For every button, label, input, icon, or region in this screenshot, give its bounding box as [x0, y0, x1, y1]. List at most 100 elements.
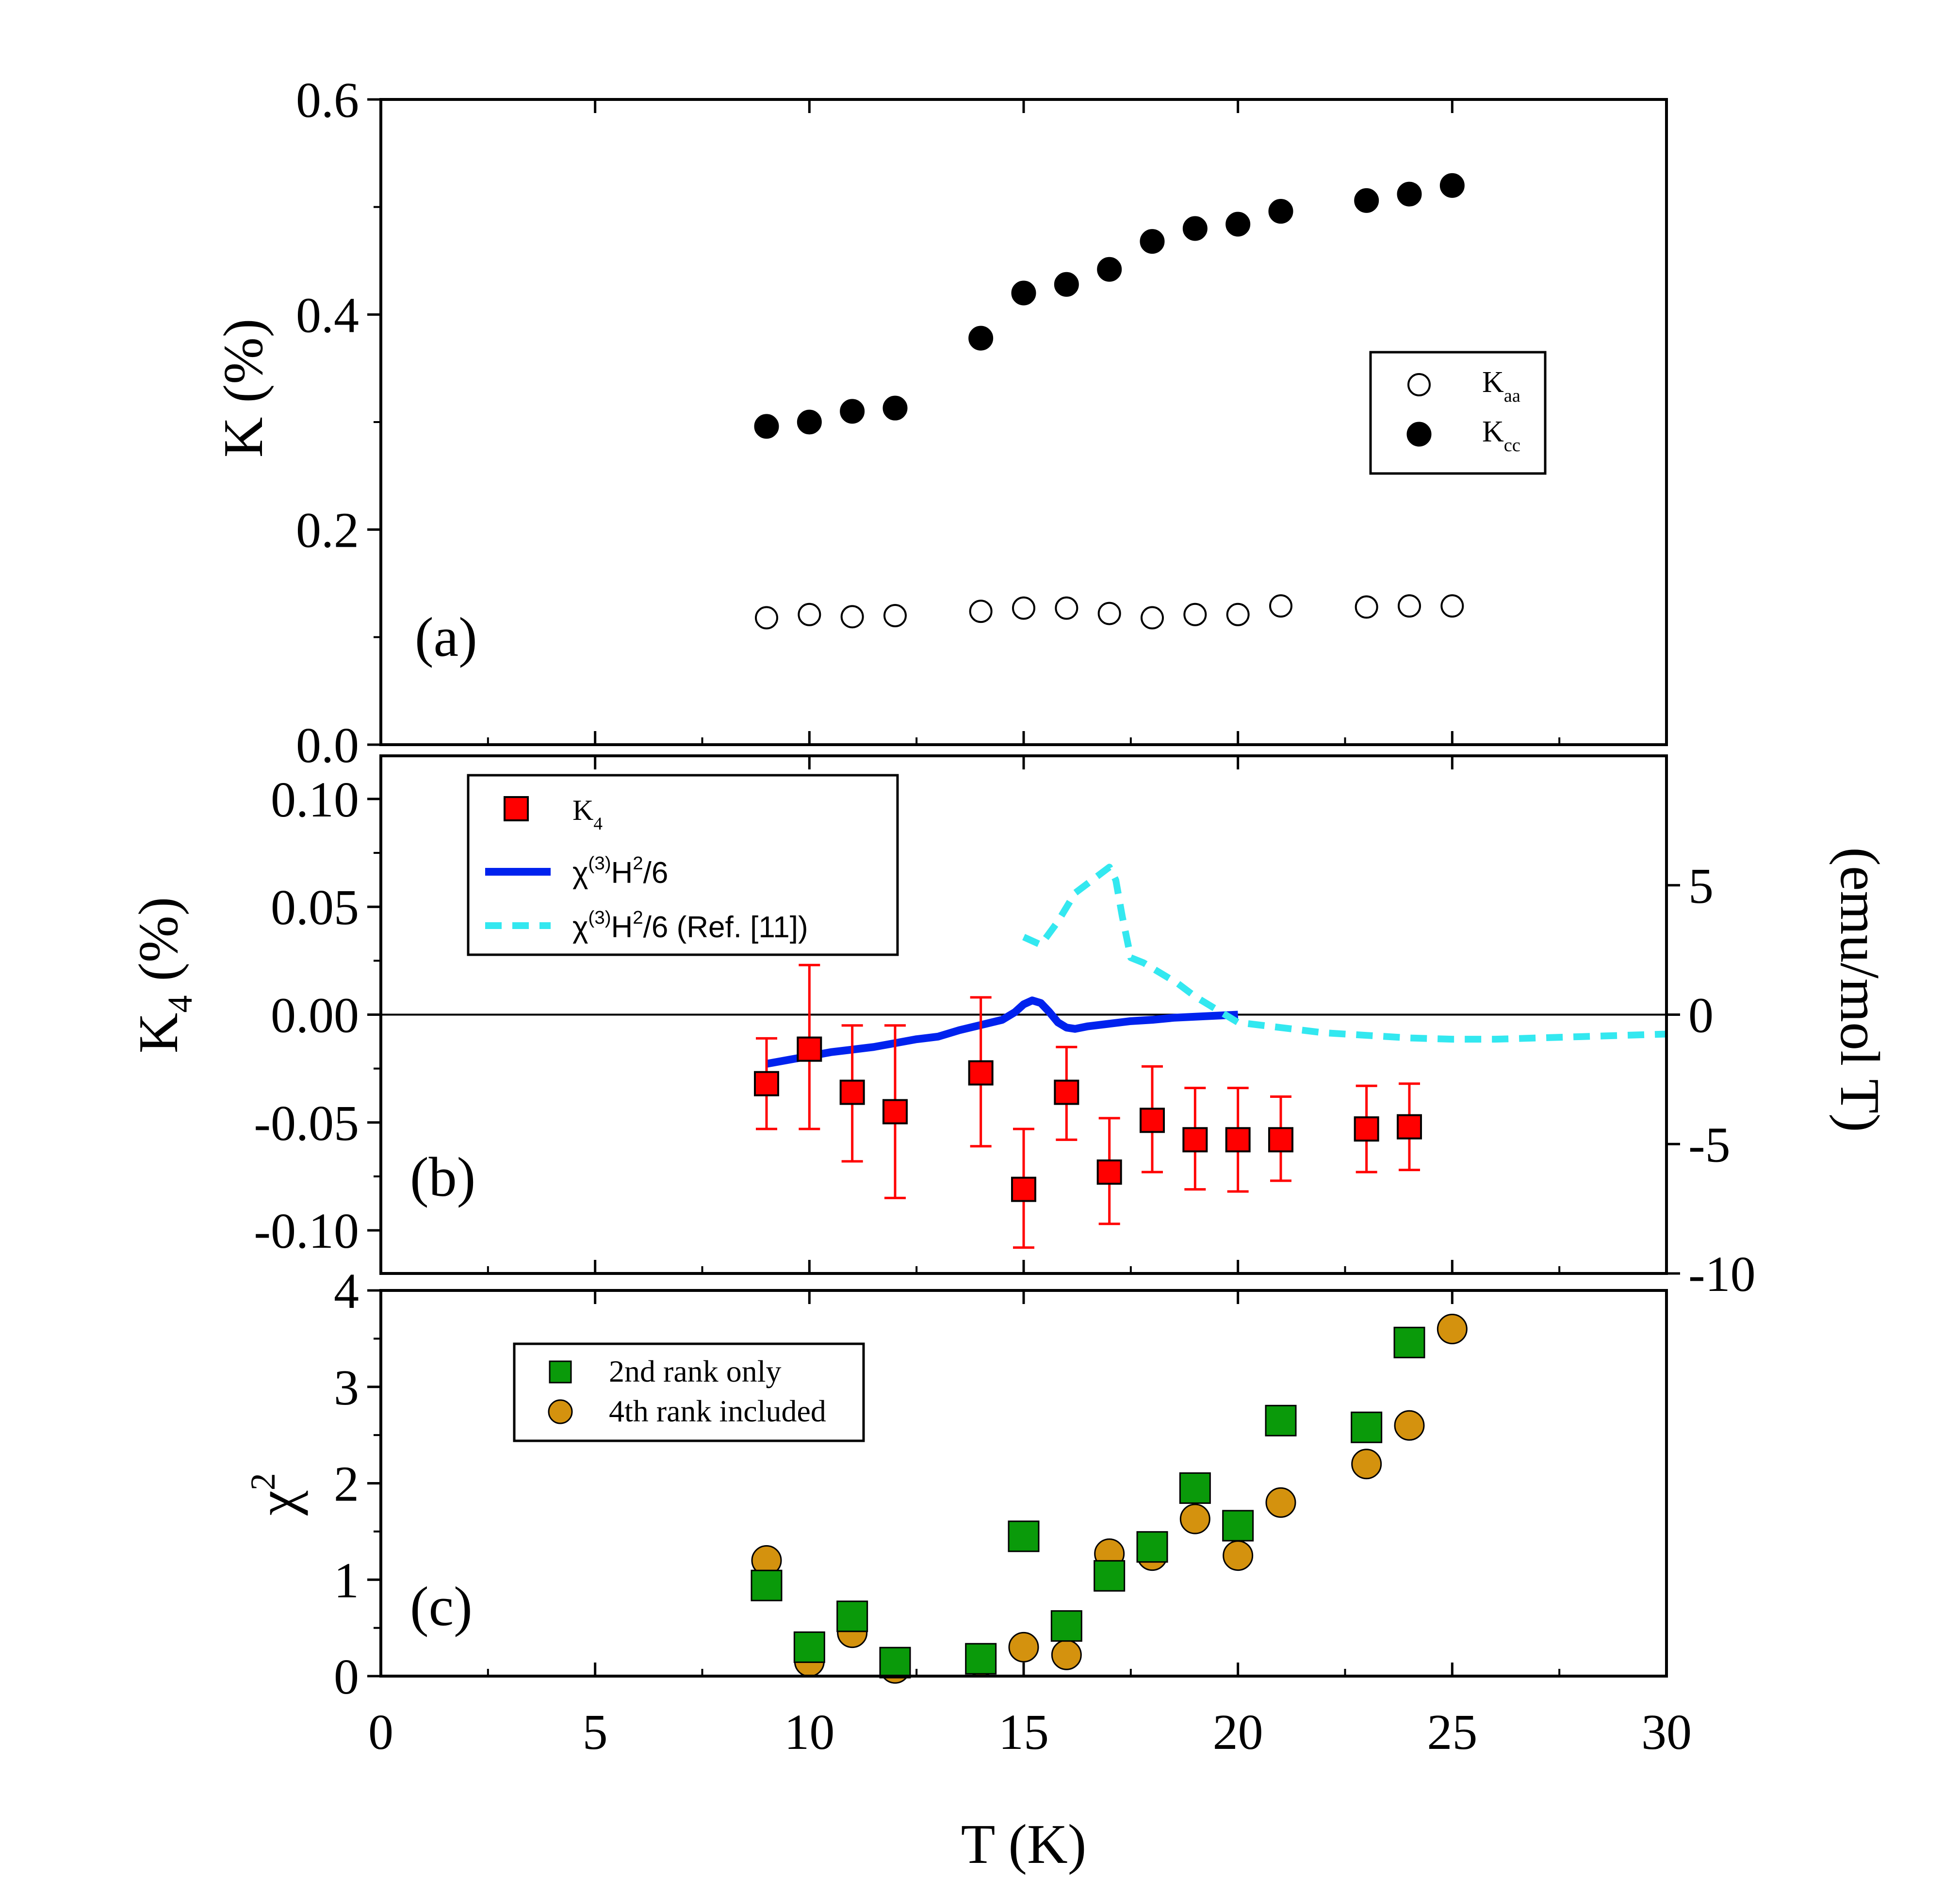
x-tick-label: 10 [784, 1704, 834, 1760]
k4-point [1268, 1127, 1293, 1153]
kaa-point [1398, 594, 1421, 618]
y-axis-title-c-main: χ [246, 1490, 309, 1516]
rank2-point [1008, 1520, 1040, 1552]
k4-point [1011, 1176, 1036, 1202]
legend-a: Kaa Kcc [1369, 351, 1547, 475]
y-tick-label: 2 [334, 1456, 359, 1512]
legend-b-chi3ref-b: H [611, 911, 633, 944]
y-axis-title-b: K4 (%) [128, 897, 199, 1054]
k4-point [1225, 1127, 1251, 1153]
rank2-point [1050, 1610, 1082, 1642]
y2-tick-label: 5 [1688, 858, 1714, 914]
y-tick-label: 0.4 [296, 287, 359, 343]
y-tick-label: 4 [334, 1263, 359, 1319]
y-tick-label: 3 [334, 1360, 359, 1416]
legend-b-chi3ref-sup2: 2 [633, 907, 643, 928]
x-axis-title: T (K) [961, 1813, 1087, 1876]
legend-b-chi3ref-sup1: (3) [588, 907, 611, 928]
kcc-point [754, 414, 779, 439]
legend-c-label-2nd-rank: 2nd rank only [609, 1354, 782, 1388]
x-tick-label: 30 [1641, 1704, 1692, 1760]
y-axis-title-b-main: K [128, 1013, 190, 1054]
kcc-point [1097, 257, 1122, 282]
kaa-point [1355, 595, 1378, 619]
kaa-point [1141, 606, 1164, 630]
k4-point [1140, 1108, 1165, 1133]
y-tick-label: 0.6 [296, 72, 359, 128]
rank2-point [793, 1631, 825, 1663]
legend-b-label-chi3: χ(3)H2/6 [572, 853, 668, 890]
plot-frame-c [379, 1289, 1668, 1678]
k4-point [1397, 1114, 1422, 1140]
series-chi3-line [766, 996, 1239, 1068]
y-tick-label: 0.05 [271, 880, 359, 935]
panel-a: 0.0 0.2 0.4 0.6 [296, 72, 1668, 773]
kcc-point [1439, 173, 1465, 198]
rank2-point [1393, 1326, 1425, 1358]
kcc-point [882, 395, 908, 421]
kaa-point [969, 600, 993, 623]
k4-point [1054, 1079, 1079, 1105]
kaa-point [840, 605, 864, 629]
legend-a-kaa-subscript: aa [1504, 386, 1520, 406]
kcc-point [1182, 216, 1208, 241]
plot-layer: 0.0 0.2 0.4 0.6 -0.10 -0.05 0.00 0.05 0.10 -10 -5 0… [254, 72, 1755, 1760]
kaa-point [1055, 596, 1078, 620]
rank4-point [1223, 1540, 1254, 1571]
panel-c: 0 5 10 15 20 25 30 0 1 2 3 4 [334, 1263, 1692, 1760]
legend-a-kaa-symbol: K [1482, 366, 1504, 399]
k4-point [754, 1071, 779, 1096]
legend-c-marker-4th-rank [548, 1399, 573, 1424]
rank2-point [1265, 1404, 1297, 1436]
x-tick-label: 20 [1213, 1704, 1263, 1760]
k4-point [1182, 1127, 1208, 1153]
annotation-layer: (a) (b) (c) K (%) K4 (%) (emu/mol T) χ2 … [128, 319, 1891, 1876]
y-tick-label: 1 [334, 1552, 359, 1608]
k4-point [797, 1036, 822, 1062]
legend-b-k4-subscript: 4 [593, 814, 603, 834]
kaa-point [1097, 602, 1121, 625]
y-tick-label: -0.05 [254, 1095, 359, 1151]
kaa-point [1012, 596, 1035, 620]
kcc-point [1011, 280, 1036, 306]
rank4-point [1008, 1631, 1039, 1663]
rank4-point [1051, 1639, 1082, 1670]
rank2-point [1351, 1411, 1383, 1443]
legend-b-chi3-a: χ [572, 856, 588, 890]
rank2-point [1094, 1560, 1126, 1592]
rank4-point [1437, 1314, 1468, 1344]
legend-a-kcc-symbol: K [1482, 415, 1504, 448]
legend-b-chi3-sup2: 2 [633, 853, 643, 874]
y2-tick-label: -10 [1688, 1246, 1756, 1302]
rank4-point [1179, 1503, 1210, 1534]
y-tick-label: 0.10 [271, 772, 359, 828]
rank2-point [965, 1643, 997, 1675]
kaa-point [1226, 603, 1250, 626]
legend-a-marker-kaa [1407, 373, 1431, 396]
k4-point [1354, 1116, 1379, 1142]
panel-label-c: (c) [410, 1576, 473, 1638]
rank2-point [879, 1647, 911, 1679]
kaa-point [1440, 594, 1464, 618]
rank2-point [1179, 1472, 1211, 1504]
kaa-point [1269, 594, 1292, 618]
legend-a-label-kaa: Kaa [1482, 366, 1520, 406]
legend-b-marker-k4 [504, 796, 529, 821]
legend-b-label-chi3-ref: χ(3)H2/6 (Ref. [11]) [572, 907, 808, 944]
y-axis-title-b-tail: (%) [128, 897, 190, 995]
legend-b-chi3ref-c: /6 (Ref. [11]) [643, 911, 808, 944]
legend-c: 2nd rank only 4th rank included [513, 1342, 865, 1442]
k4-point [882, 1099, 908, 1125]
k4-point [1096, 1159, 1122, 1185]
rank2-point [836, 1600, 868, 1632]
plot-frame-a [379, 98, 1668, 746]
y2-tick-label: -5 [1688, 1117, 1731, 1173]
plot-frame-b [379, 754, 1668, 1275]
legend-c-box [513, 1342, 865, 1442]
kcc-point [1354, 188, 1379, 213]
y-axis-title-c-sup: 2 [244, 1473, 282, 1490]
legend-b-chi3-c: /6 [643, 856, 669, 890]
y-axis-title-b-sub: 4 [161, 995, 199, 1013]
rank2-point [1222, 1510, 1254, 1542]
y2-tick-label: 0 [1688, 988, 1714, 1044]
